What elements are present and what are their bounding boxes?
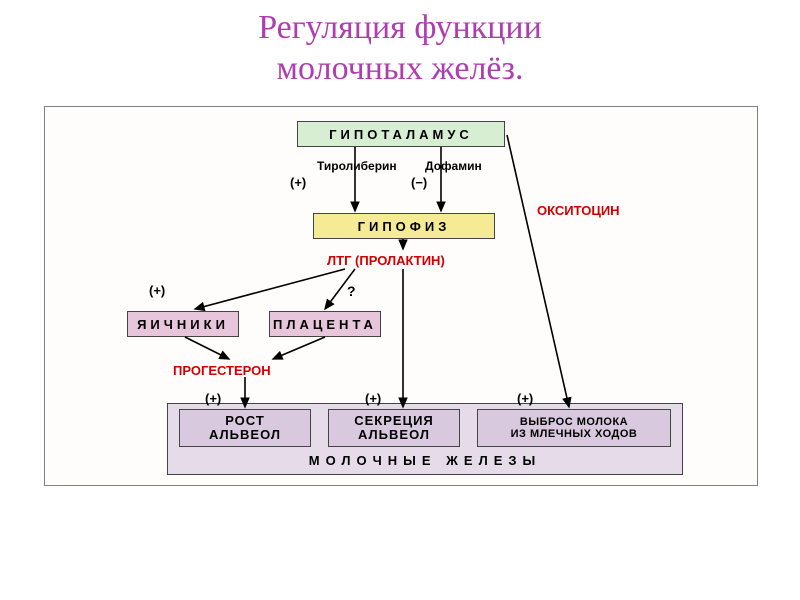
box-placenta: ПЛАЦЕНТА xyxy=(269,311,381,337)
box-alveoli-growth: РОСТ АЛЬВЕОЛ xyxy=(179,409,311,447)
box-milk-ejection: ВЫБРОС МОЛОКА ИЗ МЛЕЧНЫХ ХОДОВ xyxy=(477,409,671,447)
growth-l2: АЛЬВЕОЛ xyxy=(209,428,281,442)
secretion-l2: АЛЬВЕОЛ xyxy=(358,428,430,442)
label-plus2: (+) xyxy=(149,283,165,298)
label-plus4: (+) xyxy=(365,391,381,406)
label-q: ? xyxy=(347,283,356,299)
title-line-1: Регуляция функции xyxy=(258,9,542,46)
label-plus3: (+) xyxy=(205,391,221,406)
box-ovaries: ЯИЧНИКИ xyxy=(127,311,239,337)
secretion-l1: СЕКРЕЦИЯ xyxy=(354,414,434,428)
growth-l1: РОСТ xyxy=(225,414,265,428)
title-line-2: молочных желёз. xyxy=(277,50,524,87)
mammary-label: МОЛОЧНЫЕ ЖЕЛЕЗЫ xyxy=(309,453,541,468)
label-progesterone: ПРОГЕСТЕРОН xyxy=(173,363,271,378)
placenta-label: ПЛАЦЕНТА xyxy=(273,317,377,332)
label-dopamine: Дофамин xyxy=(425,159,482,173)
box-alveoli-secretion: СЕКРЕЦИЯ АЛЬВЕОЛ xyxy=(328,409,460,447)
ejection-l1: ВЫБРОС МОЛОКА xyxy=(520,416,628,428)
hypothalamus-label: ГИПОТАЛАМУС xyxy=(329,127,473,142)
label-plus1: (+) xyxy=(290,175,306,190)
label-minus: (−) xyxy=(411,175,427,190)
label-oxytocin: ОКСИТОЦИН xyxy=(537,203,620,218)
label-plus5: (+) xyxy=(517,391,533,406)
label-ltg: ЛТГ (ПРОЛАКТИН) xyxy=(327,253,445,268)
box-pituitary: ГИПОФИЗ xyxy=(313,213,495,239)
ovaries-label: ЯИЧНИКИ xyxy=(137,317,229,332)
diagram-frame: МОЛОЧНЫЕ ЖЕЛЕЗЫ ГИПОТАЛАМУС ГИПОФИЗ ЯИЧН… xyxy=(44,106,758,486)
box-hypothalamus: ГИПОТАЛАМУС xyxy=(297,121,505,147)
pituitary-label: ГИПОФИЗ xyxy=(358,219,451,234)
label-tiroliberin: Тиролиберин xyxy=(317,159,397,173)
ejection-l2: ИЗ МЛЕЧНЫХ ХОДОВ xyxy=(511,428,638,440)
page-title: Регуляция функции молочных желёз. xyxy=(0,0,800,90)
